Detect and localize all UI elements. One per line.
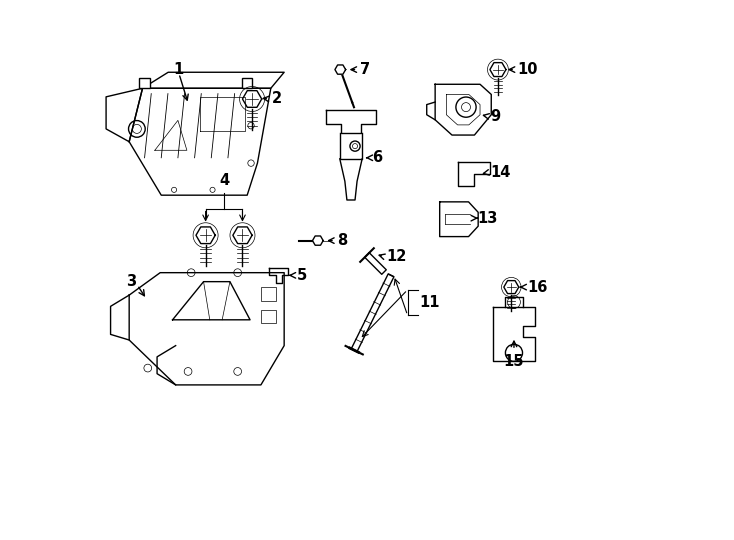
Polygon shape <box>504 281 519 294</box>
Polygon shape <box>111 295 129 340</box>
Polygon shape <box>129 88 271 195</box>
Polygon shape <box>269 268 288 283</box>
Text: 7: 7 <box>360 62 370 77</box>
Text: 10: 10 <box>517 62 538 77</box>
Polygon shape <box>426 102 435 120</box>
Bar <box>261 287 277 301</box>
Polygon shape <box>365 253 386 274</box>
Polygon shape <box>106 88 142 141</box>
Text: 6: 6 <box>372 150 382 165</box>
Polygon shape <box>506 296 523 307</box>
Polygon shape <box>493 307 535 361</box>
Polygon shape <box>335 65 346 74</box>
Polygon shape <box>242 91 262 107</box>
Text: 5: 5 <box>297 268 307 283</box>
Polygon shape <box>340 133 362 159</box>
Bar <box>242 78 252 88</box>
Text: 8: 8 <box>338 233 348 248</box>
Bar <box>261 310 277 323</box>
Text: 13: 13 <box>477 211 498 226</box>
Text: 15: 15 <box>504 354 524 369</box>
Polygon shape <box>458 162 490 186</box>
Polygon shape <box>440 202 478 237</box>
Text: 14: 14 <box>490 165 510 180</box>
Bar <box>139 78 150 88</box>
Text: 12: 12 <box>387 249 407 264</box>
Polygon shape <box>352 274 394 352</box>
Polygon shape <box>196 227 215 244</box>
Polygon shape <box>326 110 377 133</box>
Polygon shape <box>340 159 362 200</box>
Text: 3: 3 <box>126 274 136 289</box>
Circle shape <box>350 141 360 151</box>
Text: 9: 9 <box>490 109 500 124</box>
Text: 2: 2 <box>272 91 282 106</box>
Polygon shape <box>142 72 284 88</box>
Polygon shape <box>233 227 252 244</box>
Polygon shape <box>435 84 491 135</box>
Polygon shape <box>129 273 284 385</box>
Text: 4: 4 <box>219 173 229 188</box>
Text: 11: 11 <box>419 295 440 310</box>
Polygon shape <box>490 63 506 77</box>
Text: 1: 1 <box>174 62 184 77</box>
Text: 16: 16 <box>527 280 548 295</box>
Polygon shape <box>313 236 323 245</box>
